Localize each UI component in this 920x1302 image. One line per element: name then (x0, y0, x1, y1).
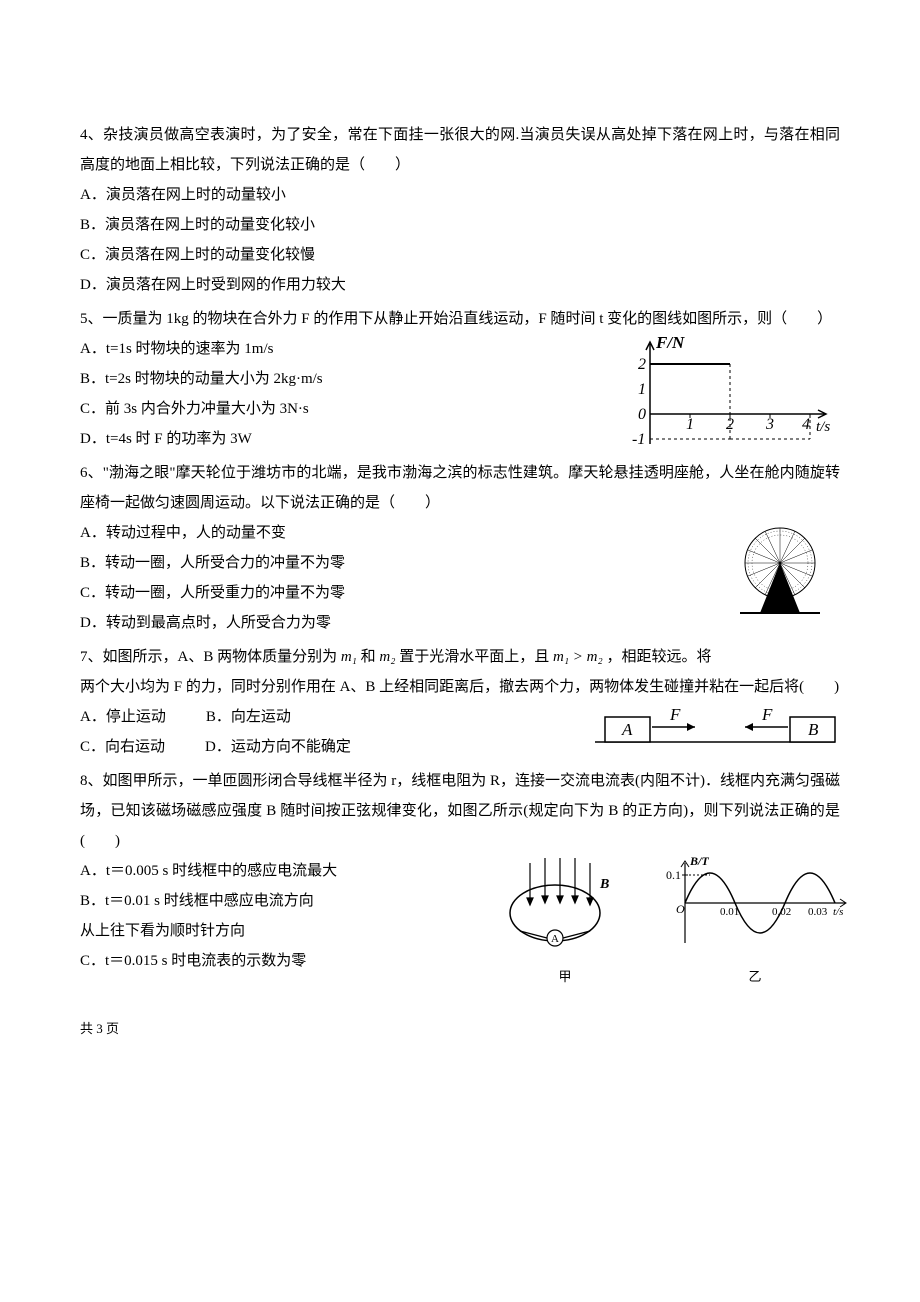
ytick-1: 1 (638, 381, 646, 398)
q4-optA: A．演员落在网上时的动量较小 (80, 180, 840, 210)
xtick-4: 4 (802, 416, 810, 433)
xtick-3: 3 (765, 416, 774, 433)
q7-mid1: 和 (361, 649, 376, 665)
svg-text:t/s: t/s (833, 906, 843, 918)
q4-options: A．演员落在网上时的动量较小 B．演员落在网上时的动量变化较小 C．演员落在网上… (80, 180, 840, 300)
q7-mid2: 置于光滑水平面上，且 (399, 649, 549, 665)
ytick-0: 0 (638, 406, 646, 423)
question-6: 6、"渤海之眼"摩天轮位于潍坊市的北端，是我市渤海之滨的标志性建筑。摩天轮悬挂透… (80, 458, 840, 638)
q7-pre: 7、如图所示，A、B 两物体质量分别为 (80, 649, 337, 665)
svg-text:0.03: 0.03 (808, 906, 828, 918)
ytick-2: 2 (638, 356, 646, 373)
q4-optD: D．演员落在网上时受到网的作用力较大 (80, 270, 840, 300)
q7-m1: m₁ (341, 649, 357, 665)
q4-text: 4、杂技演员做高空表演时，为了安全，常在下面挂一张很大的网.当演员失误从高处掉下… (80, 120, 840, 180)
q7-optC: C．向右运动 (80, 732, 165, 762)
svg-text:B: B (599, 877, 609, 892)
q7-optD: D．运动方向不能确定 (205, 732, 351, 762)
question-4: 4、杂技演员做高空表演时，为了安全，常在下面挂一张很大的网.当演员失误从高处掉下… (80, 120, 840, 300)
question-5: 5、一质量为 1kg 的物块在合外力 F 的作用下从静止开始沿直线运动，F 随时… (80, 304, 840, 454)
q5-text: 5、一质量为 1kg 的物块在合外力 F 的作用下从静止开始沿直线运动，F 随时… (80, 304, 840, 334)
q8-text: 8、如图甲所示，一单匝圆形闭合导线框半径为 r，线框电阻为 R，连接一交流电流表… (80, 766, 840, 856)
q7-m2: m₂ (379, 649, 395, 665)
q8-diagram: B A 甲 B/ (500, 856, 840, 986)
svg-text:B: B (808, 720, 819, 739)
q6-text: 6、"渤海之眼"摩天轮位于潍坊市的北端，是我市渤海之滨的标志性建筑。摩天轮悬挂透… (80, 458, 840, 518)
ytick-n1: -1 (632, 431, 645, 448)
q7-ineq: m₁ > m₂ (553, 649, 603, 665)
xlabel: t/s (816, 419, 830, 435)
svg-text:A: A (621, 720, 633, 739)
svg-text:0.02: 0.02 (772, 906, 791, 918)
q4-optB: B．演员落在网上时的动量变化较小 (80, 210, 840, 240)
svg-text:F: F (669, 705, 681, 724)
q7-diagram: A B F F (590, 702, 840, 752)
svg-text:A: A (551, 933, 559, 945)
svg-text:0.1: 0.1 (666, 868, 681, 882)
q8-cap-jia: 甲 (500, 964, 630, 990)
ylabel: F/N (655, 334, 685, 352)
q7-text2: 两个大小均为 F 的力，同时分别作用在 A、B 上经相同距离后，撤去两个力，两物… (80, 672, 840, 702)
q8-cap-yi: 乙 (660, 964, 850, 990)
page-footer: 共 3 页 (80, 1016, 840, 1042)
document-page: 4、杂技演员做高空表演时，为了安全，常在下面挂一张很大的网.当演员失误从高处掉下… (0, 0, 920, 1082)
xtick-2: 2 (726, 416, 734, 433)
q7-optB: B．向左运动 (206, 702, 291, 732)
svg-text:F: F (761, 705, 773, 724)
q7-text-line1: 7、如图所示，A、B 两物体质量分别为 m₁ 和 m₂ 置于光滑水平面上，且 m… (80, 642, 840, 672)
q6-figure (720, 518, 840, 618)
xtick-1: 1 (686, 416, 694, 433)
q7-optA: A．停止运动 (80, 702, 166, 732)
question-7: 7、如图所示，A、B 两物体质量分别为 m₁ 和 m₂ 置于光滑水平面上，且 m… (80, 642, 840, 762)
question-8: 8、如图甲所示，一单匝圆形闭合导线框半径为 r，线框电阻为 R，连接一交流电流表… (80, 766, 840, 986)
svg-text:O: O (676, 902, 685, 916)
q7-mid3: ，相距较远。将 (606, 649, 711, 665)
q4-optC: C．演员落在网上时的动量变化较慢 (80, 240, 840, 270)
svg-text:0.01: 0.01 (720, 906, 739, 918)
svg-text:B/T: B/T (689, 854, 709, 868)
q5-chart: 2 1 0 -1 1 2 3 4 F/N t/s (610, 334, 840, 454)
